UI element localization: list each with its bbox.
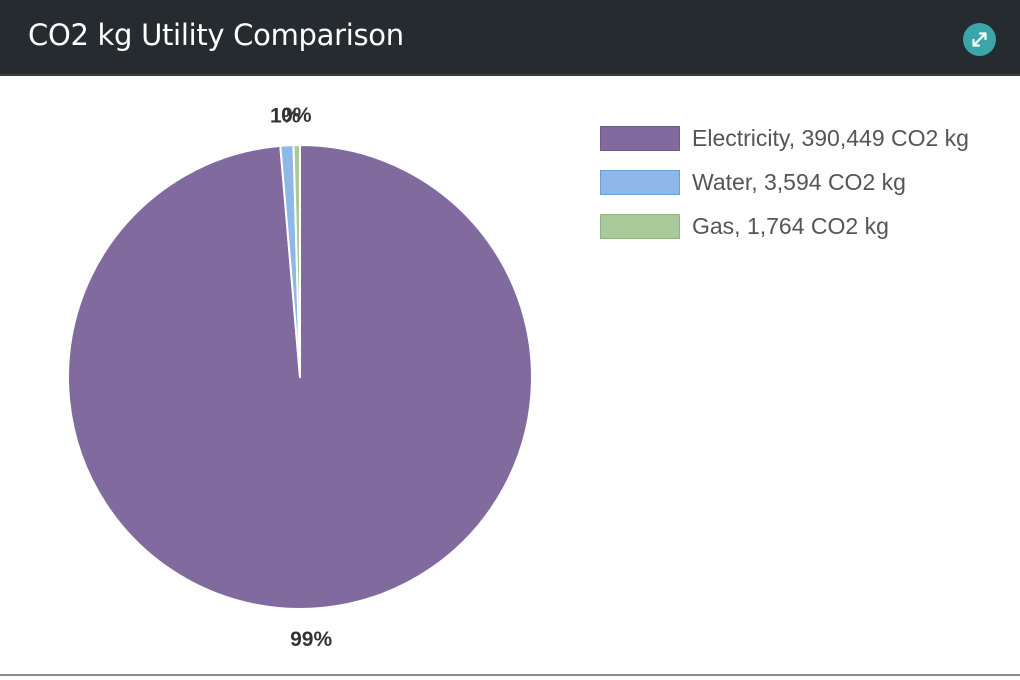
- panel-bottom-border: [0, 674, 1020, 676]
- panel-title: CO2 kg Utility Comparison: [28, 18, 404, 52]
- chart-legend: Electricity, 390,449 CO2 kg Water, 3,594…: [600, 116, 969, 248]
- panel-header: CO2 kg Utility Comparison: [0, 0, 1020, 76]
- legend-label-electricity: Electricity, 390,449 CO2 kg: [692, 124, 969, 151]
- legend-swatch-gas: [600, 213, 680, 239]
- pie-label-electricity: 99%: [290, 628, 332, 651]
- legend-item-water[interactable]: Water, 3,594 CO2 kg: [600, 160, 969, 204]
- legend-label-gas: Gas, 1,764 CO2 kg: [692, 212, 889, 239]
- legend-item-electricity[interactable]: Electricity, 390,449 CO2 kg: [600, 116, 969, 160]
- pie-chart: 99% 1%0%: [67, 104, 533, 651]
- legend-swatch-water: [600, 169, 680, 195]
- pie-label-water: 1%: [270, 104, 301, 127]
- expand-arrows-icon: [963, 23, 996, 56]
- chart-area: 99% 1% 0%: [0, 78, 1020, 674]
- pie-label-gas: 0%: [281, 104, 312, 127]
- legend-item-gas[interactable]: Gas, 1,764 CO2 kg: [600, 204, 969, 248]
- legend-label-water: Water, 3,594 CO2 kg: [692, 168, 906, 195]
- expand-button[interactable]: [963, 23, 996, 56]
- pie-slice-gas[interactable]: [292, 144, 301, 378]
- legend-swatch-electricity: [600, 125, 680, 151]
